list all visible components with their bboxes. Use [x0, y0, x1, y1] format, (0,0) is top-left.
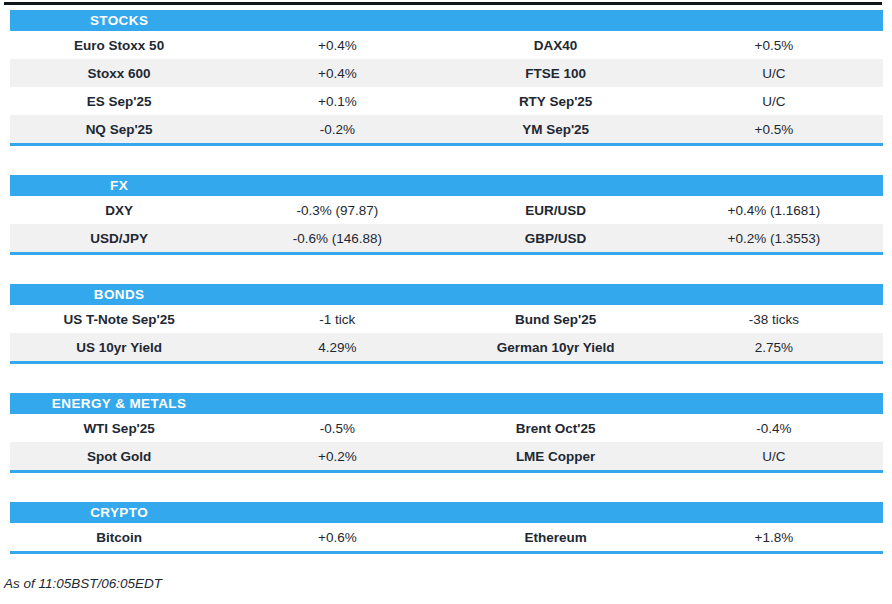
instrument-value: -0.6% (146.88): [228, 231, 446, 246]
instrument-value: 4.29%: [228, 340, 446, 355]
market-wrap-page: STOCKSEuro Stoxx 50+0.4%DAX40+0.5%Stoxx …: [0, 0, 892, 604]
instrument-label: WTI Sep'25: [10, 421, 228, 436]
section-title: FX: [10, 178, 228, 193]
instrument-value: +0.2% (1.3553): [665, 231, 883, 246]
section-fx: FXDXY-0.3% (97.87)EUR/USD+0.4% (1.1681)U…: [10, 175, 883, 255]
instrument-label: Euro Stoxx 50: [10, 38, 228, 53]
section-stocks: STOCKSEuro Stoxx 50+0.4%DAX40+0.5%Stoxx …: [10, 10, 883, 146]
section-header-stocks: STOCKS: [10, 10, 883, 31]
instrument-label: USD/JPY: [10, 231, 228, 246]
section-header-crypto: CRYPTO: [10, 502, 883, 523]
instrument-label: NQ Sep'25: [10, 122, 228, 137]
instrument-label: EUR/USD: [447, 203, 665, 218]
instrument-label: LME Copper: [447, 449, 665, 464]
instrument-label: US 10yr Yield: [10, 340, 228, 355]
instrument-value: +1.8%: [665, 530, 883, 545]
instrument-value: -1 tick: [228, 312, 446, 327]
market-row: ES Sep'25+0.1%RTY Sep'25U/C: [10, 87, 883, 115]
section-header-fx: FX: [10, 175, 883, 196]
instrument-label: GBP/USD: [447, 231, 665, 246]
instrument-value: -0.2%: [228, 122, 446, 137]
market-row: Euro Stoxx 50+0.4%DAX40+0.5%: [10, 31, 883, 59]
section-crypto: CRYPTO Bitcoin+0.6%Ethereum+1.8%: [10, 502, 883, 554]
instrument-value: +0.4%: [228, 66, 446, 81]
instrument-label: Brent Oct'25: [447, 421, 665, 436]
instrument-value: +0.6%: [228, 530, 446, 545]
instrument-label: Ethereum: [447, 530, 665, 545]
section-title: ENERGY & METALS: [10, 396, 228, 411]
instrument-label: US T-Note Sep'25: [10, 312, 228, 327]
market-summary-table: STOCKSEuro Stoxx 50+0.4%DAX40+0.5%Stoxx …: [10, 10, 883, 583]
market-row: DXY-0.3% (97.87)EUR/USD+0.4% (1.1681): [10, 196, 883, 224]
instrument-label: Stoxx 600: [10, 66, 228, 81]
section-energy-metals: ENERGY & METALS WTI Sep'25-0.5%Brent Oct'…: [10, 393, 883, 473]
instrument-value: -38 ticks: [665, 312, 883, 327]
instrument-value: +0.1%: [228, 94, 446, 109]
instrument-value: +0.4%: [228, 38, 446, 53]
market-row: WTI Sep'25-0.5%Brent Oct'25-0.4%: [10, 414, 883, 442]
market-row: NQ Sep'25-0.2%YM Sep'25+0.5%: [10, 115, 883, 143]
instrument-value: +0.5%: [665, 38, 883, 53]
instrument-label: YM Sep'25: [447, 122, 665, 137]
instrument-value: 2.75%: [665, 340, 883, 355]
instrument-label: German 10yr Yield: [447, 340, 665, 355]
instrument-value: -0.5%: [228, 421, 446, 436]
section-header-bonds: BONDS: [10, 284, 883, 305]
market-row: Bitcoin+0.6%Ethereum+1.8%: [10, 523, 883, 551]
instrument-value: U/C: [665, 449, 883, 464]
instrument-value: U/C: [665, 94, 883, 109]
market-row: USD/JPY-0.6% (146.88)GBP/USD+0.2% (1.355…: [10, 224, 883, 252]
instrument-label: FTSE 100: [447, 66, 665, 81]
instrument-label: ES Sep'25: [10, 94, 228, 109]
top-rule: [4, 2, 882, 5]
as-of-timestamp: As of 11:05BST/06:05EDT: [4, 576, 162, 591]
instrument-value: -0.4%: [665, 421, 883, 436]
instrument-label: DAX40: [447, 38, 665, 53]
market-row: US 10yr Yield4.29%German 10yr Yield2.75%: [10, 333, 883, 361]
instrument-value: -0.3% (97.87): [228, 203, 446, 218]
market-row: Spot Gold+0.2%LME CopperU/C: [10, 442, 883, 470]
instrument-label: Bitcoin: [10, 530, 228, 545]
section-title: BONDS: [10, 287, 228, 302]
instrument-label: RTY Sep'25: [447, 94, 665, 109]
instrument-label: Spot Gold: [10, 449, 228, 464]
instrument-label: Bund Sep'25: [447, 312, 665, 327]
market-row: US T-Note Sep'25-1 tickBund Sep'25-38 ti…: [10, 305, 883, 333]
section-title: STOCKS: [10, 13, 228, 28]
section-title: CRYPTO: [10, 505, 228, 520]
instrument-value: U/C: [665, 66, 883, 81]
section-header-energy-metals: ENERGY & METALS: [10, 393, 883, 414]
section-bonds: BONDS US T-Note Sep'25-1 tickBund Sep'25-…: [10, 284, 883, 364]
instrument-label: DXY: [10, 203, 228, 218]
instrument-value: +0.4% (1.1681): [665, 203, 883, 218]
market-row: Stoxx 600+0.4%FTSE 100U/C: [10, 59, 883, 87]
instrument-value: +0.5%: [665, 122, 883, 137]
instrument-value: +0.2%: [228, 449, 446, 464]
